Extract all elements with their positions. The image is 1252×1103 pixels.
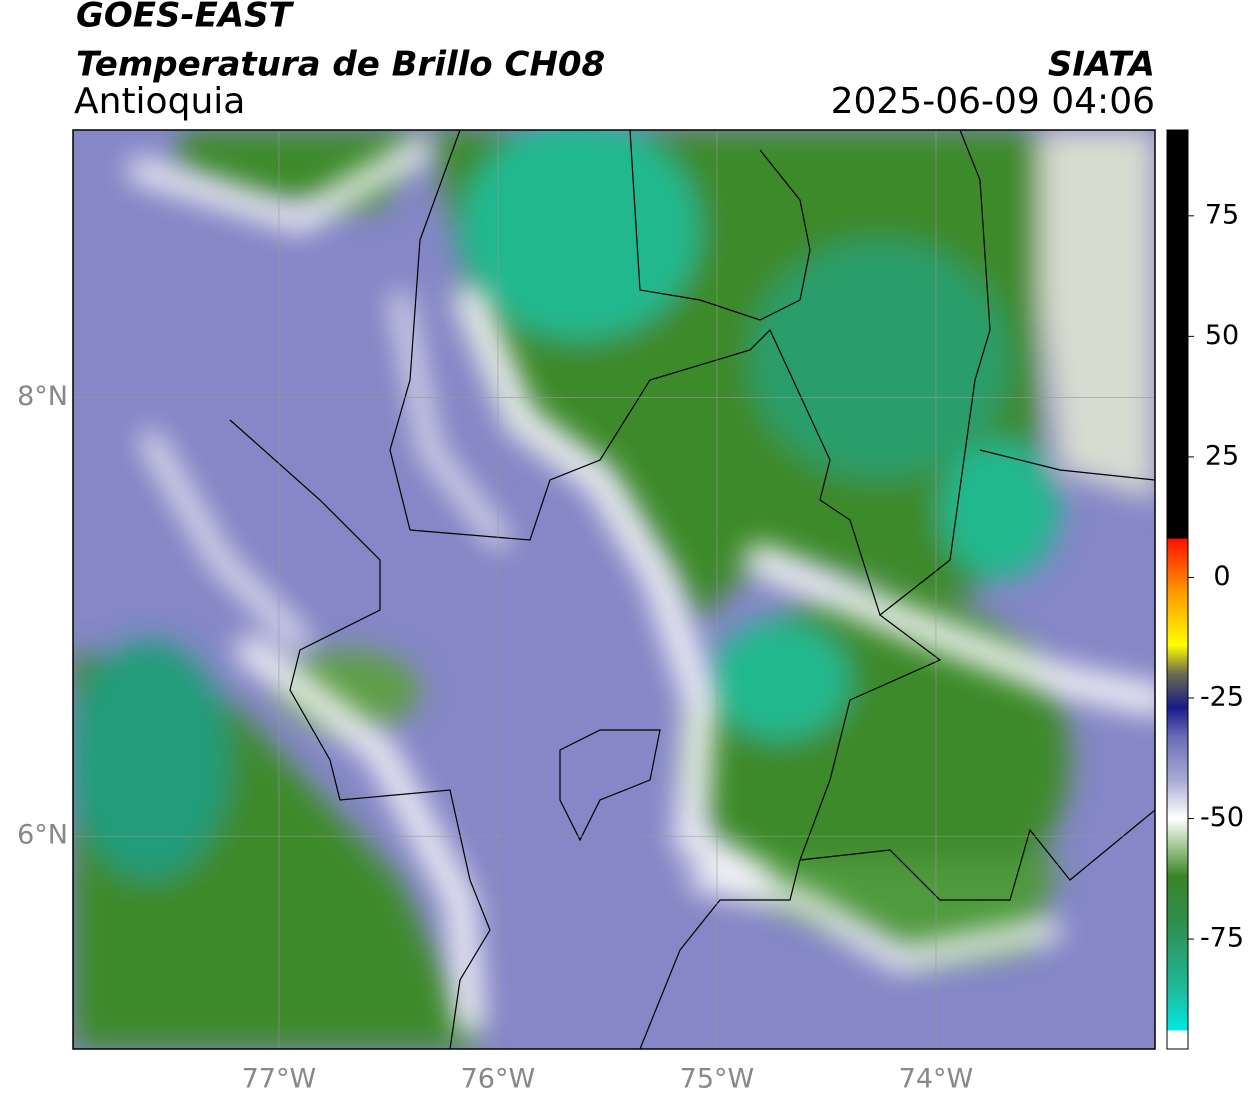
y-tick-label: 6°N <box>17 820 68 851</box>
colorbar-tick-label: 75 <box>1205 199 1239 230</box>
agency: SIATA <box>1048 45 1155 85</box>
region: Antioquia <box>74 81 245 122</box>
colorbar-tick-label: -50 <box>1200 802 1244 833</box>
map-frame <box>72 129 1156 1050</box>
product: Temperatura de Brillo CH08 <box>76 45 605 85</box>
y-tick-label: 8°N <box>17 381 68 412</box>
colorbar-tick-label: 25 <box>1205 440 1239 471</box>
colorbar-tick-label: 50 <box>1205 320 1239 351</box>
satellite-image <box>73 130 1155 1049</box>
colorbar-tick-label: 0 <box>1213 561 1230 592</box>
timestamp: 2025-06-09 04:06 <box>831 81 1155 122</box>
colorbar-tick-label: -25 <box>1200 681 1244 712</box>
graticule <box>73 130 1155 1049</box>
colorbar-tick-label: -75 <box>1200 923 1244 954</box>
x-tick-label: 74°W <box>899 1064 974 1095</box>
colorbar <box>1166 129 1189 1050</box>
x-tick-label: 75°W <box>680 1064 755 1095</box>
x-tick-label: 77°W <box>242 1064 317 1095</box>
source: GOES-EAST <box>76 0 295 36</box>
x-tick-label: 76°W <box>461 1064 536 1095</box>
